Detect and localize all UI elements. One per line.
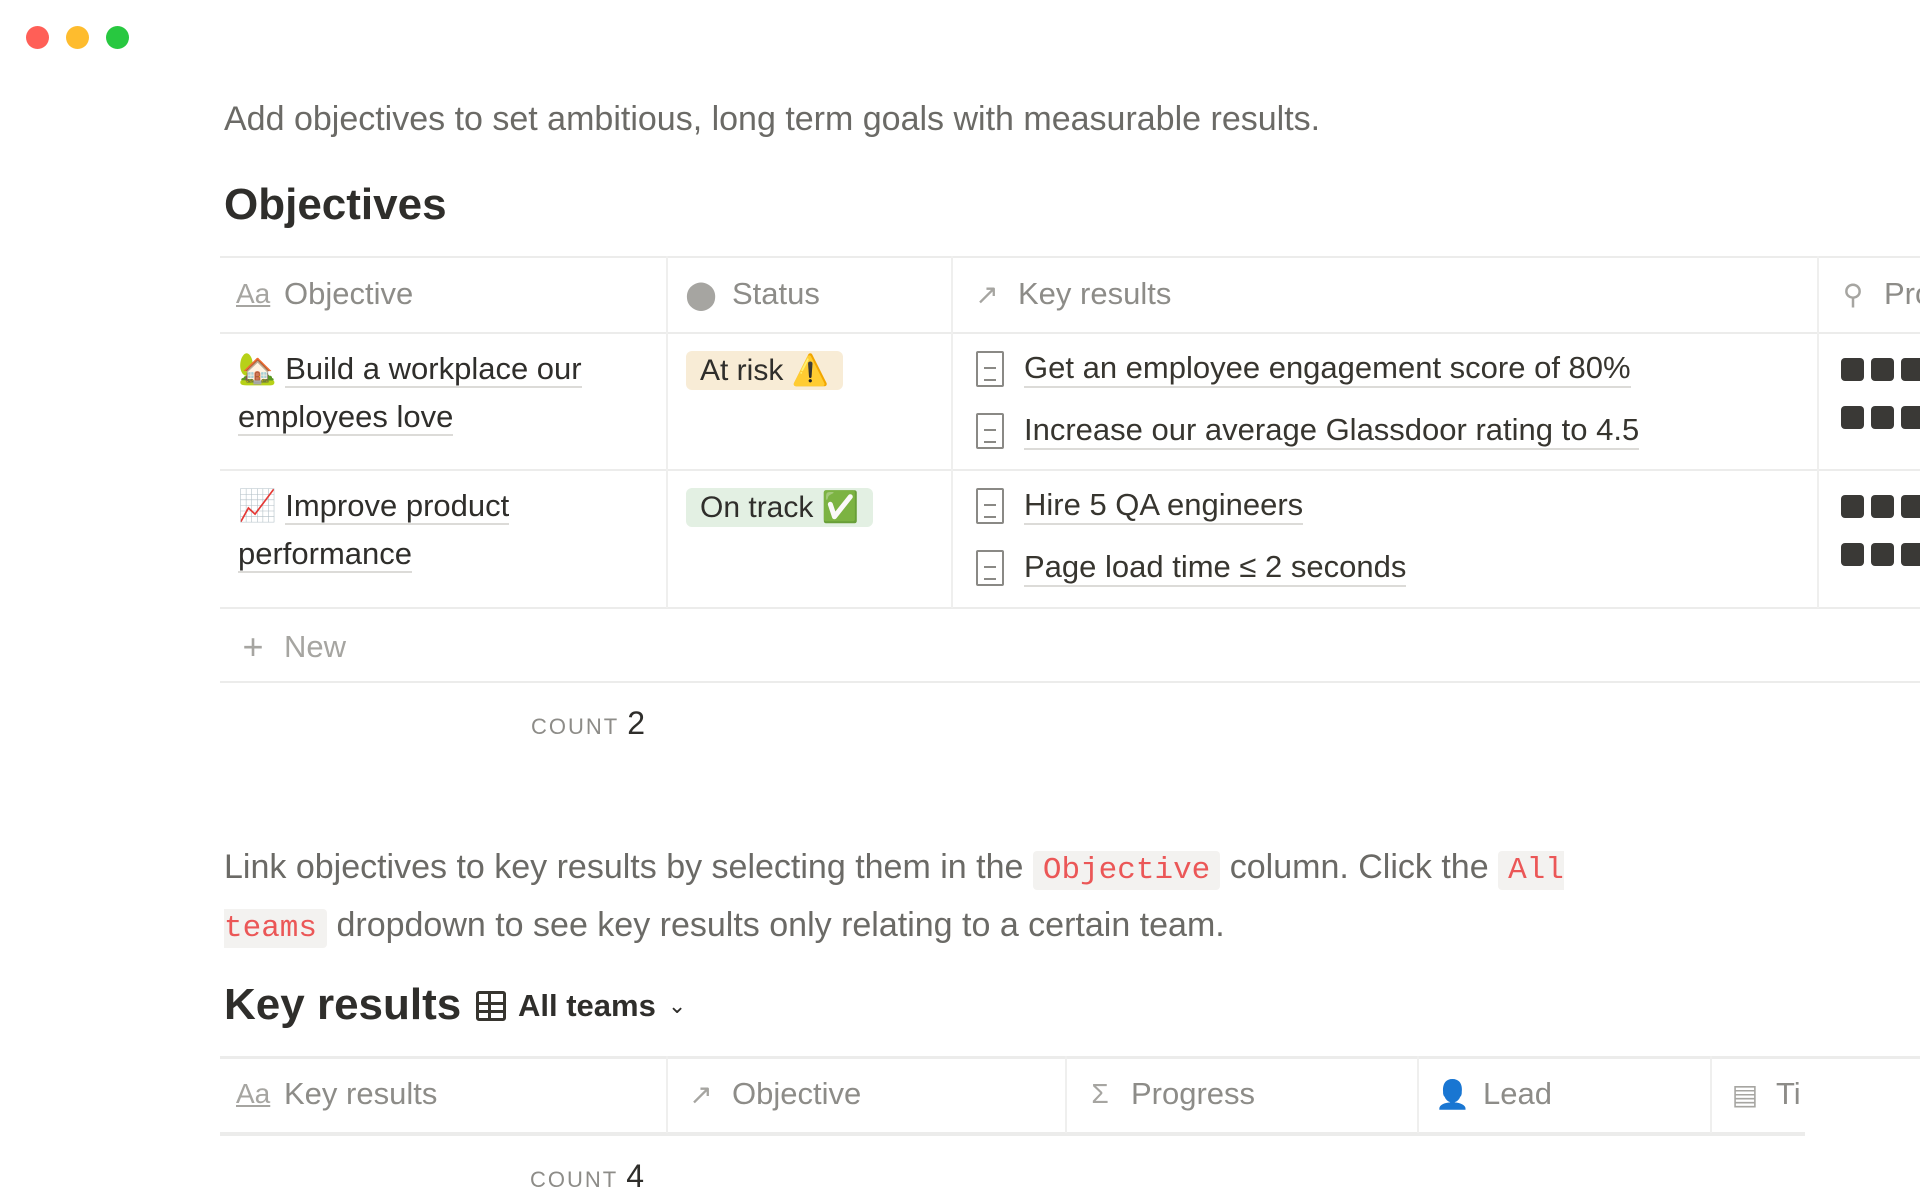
objectives-title: Objectives xyxy=(224,180,447,229)
column-header-lead[interactable]: 👤 Lead xyxy=(1435,1076,1552,1111)
chart-emoji-icon: 📈 xyxy=(238,488,277,523)
document-icon xyxy=(976,488,1004,524)
key-result-link[interactable]: Hire 5 QA engineers xyxy=(976,487,1304,525)
column-header-key-results[interactable]: Aa Key results xyxy=(236,1076,438,1111)
search-icon: ⚲ xyxy=(1842,278,1864,310)
zoom-window-button[interactable] xyxy=(106,26,129,49)
person-icon: 👤 xyxy=(1435,1078,1470,1110)
document-icon xyxy=(976,351,1004,387)
column-header-status[interactable]: ⬤ Status xyxy=(685,276,820,311)
count-summary[interactable]: COUNT 2 xyxy=(531,705,646,741)
relation-arrow-icon: ↗ xyxy=(689,1078,713,1110)
table-row[interactable]: 🏡 Build a workplace our employees love xyxy=(238,345,648,441)
objective-title[interactable]: Build a workplace our employees love xyxy=(238,351,582,436)
column-header-timeline[interactable]: ▤ Ti xyxy=(1728,1076,1804,1112)
view-dropdown[interactable]: All teams ⌄ xyxy=(476,988,686,1024)
relation-arrow-icon: ↗ xyxy=(975,278,999,310)
objective-title[interactable]: Improve product performance xyxy=(238,488,510,573)
intro-text: Add objectives to set ambitious, long te… xyxy=(224,100,1321,138)
minimize-window-button[interactable] xyxy=(66,26,89,49)
table-icon xyxy=(476,991,506,1021)
new-row-button[interactable]: + New xyxy=(236,626,346,668)
select-circle-icon: ⬤ xyxy=(685,278,717,310)
column-header-objective[interactable]: ↗ Objective xyxy=(684,1076,861,1112)
column-header-key-results[interactable]: ↗ Key results xyxy=(970,276,1171,312)
chevron-down-icon: ⌄ xyxy=(667,993,687,1018)
column-header-objective[interactable]: Aa Objective xyxy=(236,276,414,311)
column-header-progress[interactable]: ⚲Pro xyxy=(1836,276,1920,312)
calendar-icon: ▤ xyxy=(1731,1078,1759,1110)
house-emoji-icon: 🏡 xyxy=(238,351,277,386)
count-summary[interactable]: COUNT 4 xyxy=(530,1158,645,1194)
document-icon xyxy=(976,550,1004,586)
status-badge[interactable]: At risk ⚠️ xyxy=(686,351,844,390)
table-row[interactable]: 📈 Improve product performance xyxy=(238,482,648,578)
text-aa-icon: Aa xyxy=(236,278,271,309)
key-result-link[interactable]: Page load time ≤ 2 seconds xyxy=(976,549,1407,587)
text-aa-icon: Aa xyxy=(236,1078,271,1109)
close-window-button[interactable] xyxy=(26,26,49,49)
document-icon xyxy=(976,413,1004,449)
plus-icon: + xyxy=(242,626,264,667)
help-paragraph: Link objectives to key results by select… xyxy=(224,848,1564,948)
column-header-progress[interactable]: Σ Progress xyxy=(1083,1076,1255,1112)
key-results-title: Key results xyxy=(224,980,462,1029)
sigma-icon: Σ xyxy=(1091,1078,1109,1109)
inline-code: Objective xyxy=(1032,851,1221,890)
status-badge[interactable]: On track ✅ xyxy=(686,488,874,527)
key-result-link[interactable]: Get an employee engagement score of 80% xyxy=(976,350,1631,388)
key-result-link[interactable]: Increase our average Glassdoor rating to… xyxy=(976,412,1640,450)
